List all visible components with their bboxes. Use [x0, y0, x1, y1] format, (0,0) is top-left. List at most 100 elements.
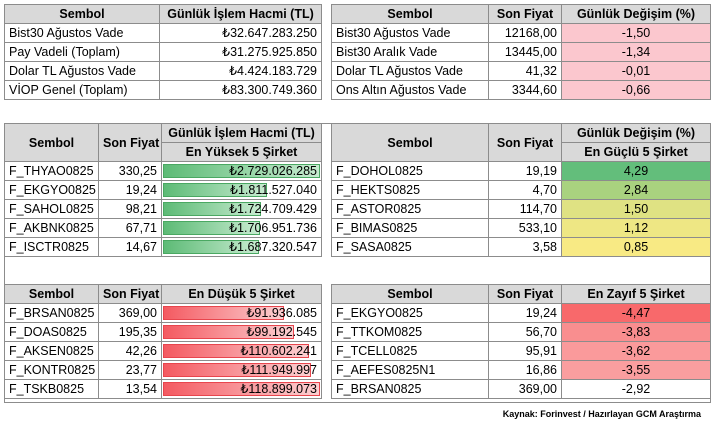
change-cell: -0,01 — [561, 61, 711, 81]
volume-bar — [163, 202, 262, 216]
table-row: Dolar TL Ağustos Vade 41,32 -0,01 — [331, 61, 711, 81]
volume-bar-cell: ₺110.602.241 — [161, 341, 322, 361]
column-header: Günlük İşlem Hacmi (TL) — [159, 4, 322, 24]
table-row: F_TSKB0825 13,54 ₺118.899.073 — [4, 379, 322, 399]
table-row: F_KONTR0825 23,77 ₺111.949.997 — [4, 360, 322, 380]
change-cell: -3,55 — [561, 360, 711, 380]
price-cell: 533,10 — [488, 218, 562, 238]
column-header: Son Fiyat — [488, 123, 562, 162]
column-header: Sembol — [4, 4, 160, 24]
symbol-cell: Bist30 Ağustos Vade — [4, 23, 160, 43]
volume-cell: ₺32.647.283.250 — [159, 23, 322, 43]
change-cell: -1,50 — [561, 23, 711, 43]
price-cell: 95,91 — [488, 341, 562, 361]
table-row: F_AEFES0825N1 16,86 -3,55 — [331, 360, 711, 380]
price-cell: 12168,00 — [488, 23, 562, 43]
price-cell: 16,86 — [488, 360, 562, 380]
change-cell: -3,62 — [561, 341, 711, 361]
change-cell: -1,34 — [561, 42, 711, 62]
table-row: F_BRSAN0825 369,00 -2,92 — [331, 379, 711, 399]
symbol-cell: VİOP Genel (Toplam) — [4, 80, 160, 100]
table-row: VİOP Genel (Toplam) ₺83.300.749.360 — [4, 80, 322, 100]
volume-bar — [163, 240, 260, 254]
table-header-row: Sembol Son Fiyat Günlük Değişim (%) — [331, 4, 711, 24]
column-header: Sembol — [331, 123, 489, 162]
column-header: Günlük İşlem Hacmi (TL) — [161, 123, 322, 143]
symbol-cell: F_SASA0825 — [331, 237, 489, 257]
symbol-cell: Dolar TL Ağustos Vade — [4, 61, 160, 81]
symbol-cell: F_BRSAN0825 — [331, 379, 489, 399]
price-cell: 56,70 — [488, 322, 562, 342]
change-cell: -2,92 — [561, 379, 711, 399]
volume-bar-cell: ₺1.706.951.736 — [161, 218, 322, 238]
change-summary-table: Sembol Son Fiyat Günlük Değişim (%) Bist… — [331, 4, 711, 100]
change-cell: 1,50 — [561, 199, 711, 219]
table-header-row: Sembol Son Fiyat En Düşük 5 Şirket — [4, 284, 322, 304]
table-row: F_ISCTR0825 14,67 ₺1.687.320.547 — [4, 237, 322, 257]
table-row: F_TTKOM0825 56,70 -3,83 — [331, 322, 711, 342]
top-losers-table: Sembol Son Fiyat En Zayıf 5 Şirket F_EKG… — [331, 284, 711, 399]
change-cell: 2,84 — [561, 180, 711, 200]
volume-summary-table: Sembol Günlük İşlem Hacmi (TL) Bist30 Ağ… — [4, 4, 322, 100]
price-cell: 98,21 — [98, 199, 162, 219]
symbol-cell: F_EKGYO0825 — [4, 180, 99, 200]
column-header: En Düşük 5 Şirket — [161, 284, 322, 304]
change-cell: -4,47 — [561, 303, 711, 323]
column-header: Sembol — [331, 284, 489, 304]
top-volume-table: Sembol Son Fiyat Günlük İşlem Hacmi (TL)… — [4, 123, 322, 257]
table-subheader-row: En Güçlü 5 Şirket — [332, 142, 711, 162]
change-cell: 1,12 — [561, 218, 711, 238]
change-cell: 0,85 — [561, 237, 711, 257]
symbol-cell: F_AEFES0825N1 — [331, 360, 489, 380]
volume-cell: ₺31.275.925.850 — [159, 42, 322, 62]
volume-bar — [163, 382, 320, 396]
table-row: F_EKGYO0825 19,24 ₺1.811.527.040 — [4, 180, 322, 200]
volume-value: ₺2.729.026.285 — [229, 164, 317, 178]
table-row: F_AKSEN0825 42,26 ₺110.602.241 — [4, 341, 322, 361]
column-header: Günlük Değişim (%) — [561, 4, 711, 24]
volume-bar — [163, 306, 284, 320]
table-row: F_HEKTS0825 4,70 2,84 — [331, 180, 711, 200]
volume-bar-cell: ₺1.724.709.429 — [161, 199, 322, 219]
price-cell: 3,58 — [488, 237, 562, 257]
price-cell: 42,26 — [98, 341, 162, 361]
column-header: En Zayıf 5 Şirket — [561, 284, 711, 304]
table-header-row: Sembol Son Fiyat Günlük Değişim (%) — [331, 123, 711, 162]
column-header: Son Fiyat — [488, 284, 562, 304]
table-row: Bist30 Ağustos Vade 12168,00 -1,50 — [331, 23, 711, 43]
price-cell: 13,54 — [98, 379, 162, 399]
table-row: Pay Vadeli (Toplam) ₺31.275.925.850 — [4, 42, 322, 62]
symbol-cell: F_AKBNK0825 — [4, 218, 99, 238]
symbol-cell: F_BIMAS0825 — [331, 218, 489, 238]
volume-bar — [163, 164, 320, 178]
volume-value: ₺111.949.997 — [241, 363, 317, 377]
price-cell: 19,24 — [98, 180, 162, 200]
price-cell: 369,00 — [98, 303, 162, 323]
column-header: Sembol — [4, 284, 99, 304]
volume-bar — [163, 183, 267, 197]
table-row: F_BRSAN0825 369,00 ₺91.936.085 — [4, 303, 322, 323]
table-row: F_THYAO0825 330,25 ₺2.729.026.285 — [4, 161, 322, 181]
change-cell: 4,29 — [561, 161, 711, 181]
symbol-cell: F_DOAS0825 — [4, 322, 99, 342]
volume-bar — [163, 344, 309, 358]
table-row: F_DOAS0825 195,35 ₺99.192.545 — [4, 322, 322, 342]
table-header-row: Sembol Günlük İşlem Hacmi (TL) — [4, 4, 322, 24]
volume-value: ₺118.899.073 — [240, 382, 317, 396]
volume-bar-cell: ₺99.192.545 — [161, 322, 322, 342]
table-row: Bist30 Aralık Vade 13445,00 -1,34 — [331, 42, 711, 62]
table-row: F_AKBNK0825 67,71 ₺1.706.951.736 — [4, 218, 322, 238]
top-gainers-table: Sembol Son Fiyat Günlük Değişim (%) En G… — [331, 123, 711, 257]
symbol-cell: F_ISCTR0825 — [4, 237, 99, 257]
price-cell: 19,24 — [488, 303, 562, 323]
volume-value: ₺1.724.709.429 — [229, 202, 317, 216]
price-cell: 13445,00 — [488, 42, 562, 62]
table-row: Ons Altın Ağustos Vade 3344,60 -0,66 — [331, 80, 711, 100]
volume-bar-cell: ₺2.729.026.285 — [161, 161, 322, 181]
table-row: F_SAHOL0825 98,21 ₺1.724.709.429 — [4, 199, 322, 219]
symbol-cell: Pay Vadeli (Toplam) — [4, 42, 160, 62]
price-cell: 330,25 — [98, 161, 162, 181]
volume-bar — [163, 325, 294, 339]
table-subheader-row: En Yüksek 5 Şirket — [5, 142, 322, 162]
table-header-row: Sembol Son Fiyat Günlük İşlem Hacmi (TL) — [4, 123, 322, 162]
